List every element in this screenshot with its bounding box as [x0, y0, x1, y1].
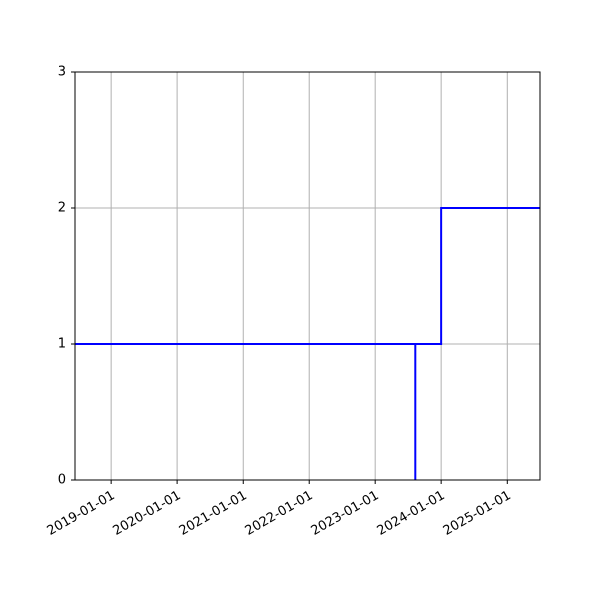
y-tick-label: 1	[58, 337, 66, 352]
series-layer	[75, 207, 540, 480]
plot-frame	[74, 71, 541, 481]
y-tick-label: 3	[58, 65, 66, 80]
series-line-0	[75, 207, 540, 480]
y-tick-label: 0	[58, 473, 66, 488]
y-tick-label: 2	[58, 201, 66, 216]
ticks-layer	[71, 71, 508, 484]
